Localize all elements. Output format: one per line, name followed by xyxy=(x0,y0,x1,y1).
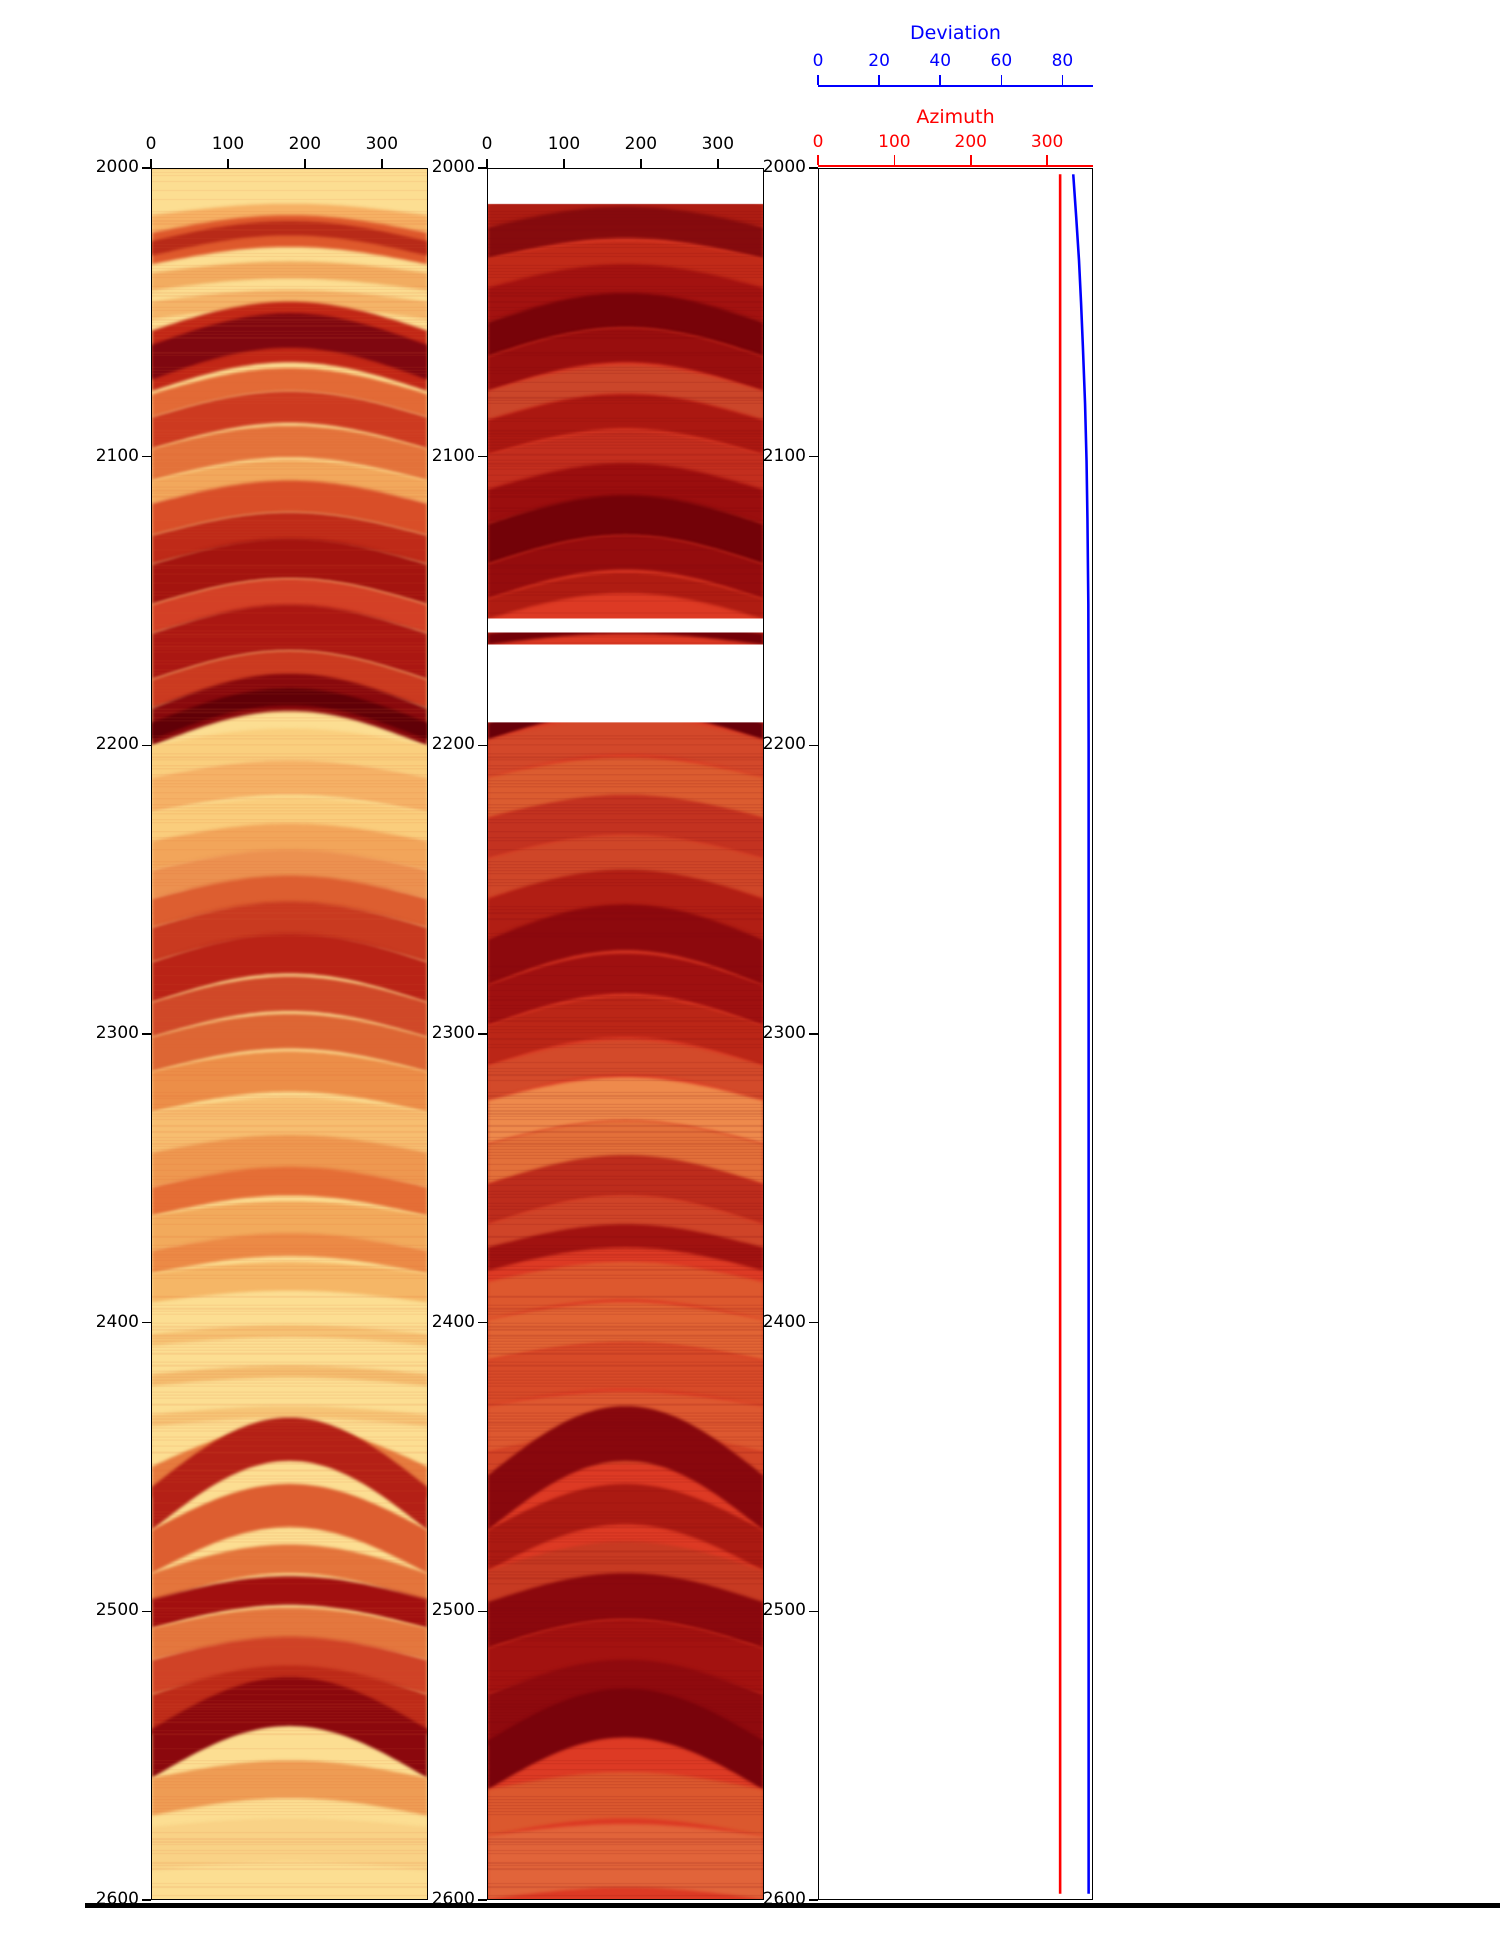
azimuth-tick xyxy=(969,155,972,165)
image-log-canvas-left xyxy=(152,169,427,1899)
depth-tick xyxy=(142,1899,151,1901)
depth-tick-label: 2000 xyxy=(95,157,139,177)
depth-tick xyxy=(142,455,151,458)
figure-bottom-line xyxy=(85,1903,1500,1908)
image-log-panel-middle xyxy=(487,168,764,1900)
deviation-tick xyxy=(939,75,942,85)
depth-tick-label: 2100 xyxy=(95,445,139,466)
deviation-tick xyxy=(878,75,880,85)
image-log-panel-left xyxy=(151,168,428,1900)
azimuth-tick xyxy=(893,155,896,165)
depth-tick-label: 2200 xyxy=(95,734,139,755)
depth-tick-label: 2500 xyxy=(431,1600,475,1621)
deviation-tick-label: 20 xyxy=(868,51,890,71)
azimuth-tick-label: 200 xyxy=(954,132,987,152)
degree-tick xyxy=(640,159,642,168)
degree-tick xyxy=(381,159,383,168)
depth-tick xyxy=(809,1899,818,1901)
depth-tick-label: 2600 xyxy=(95,1889,139,1909)
depth-tick xyxy=(809,167,818,169)
depth-tick-label: 2500 xyxy=(95,1600,139,1621)
azimuth-axis-line xyxy=(818,165,1093,167)
depth-tick xyxy=(809,744,818,747)
depth-tick-label: 2500 xyxy=(762,1600,806,1621)
depth-tick xyxy=(478,744,487,747)
degree-tick-label: 0 xyxy=(145,134,157,154)
degree-tick-label: 200 xyxy=(624,134,658,154)
trajectory-panel xyxy=(818,168,1093,1900)
deviation-axis-title: Deviation xyxy=(910,22,1001,44)
depth-tick xyxy=(478,167,487,169)
depth-tick-label: 2600 xyxy=(762,1889,806,1909)
depth-tick xyxy=(809,1033,818,1035)
depth-tick-label: 2100 xyxy=(762,445,806,466)
depth-tick xyxy=(478,1899,487,1901)
degree-tick xyxy=(486,159,488,168)
depth-tick-label: 2300 xyxy=(431,1023,475,1043)
deviation-tick xyxy=(1000,75,1003,85)
degree-tick-label: 300 xyxy=(365,134,399,154)
depth-tick-label: 2300 xyxy=(762,1023,806,1043)
trajectory-plot xyxy=(1058,174,1090,1894)
deviation-tick-label: 80 xyxy=(1051,51,1074,71)
deviation-curve xyxy=(1071,174,1090,1894)
degree-tick xyxy=(717,159,719,168)
depth-tick-label: 2300 xyxy=(95,1023,139,1043)
depth-tick xyxy=(142,1610,151,1613)
depth-tick xyxy=(478,1321,487,1324)
depth-tick xyxy=(809,1321,818,1324)
depth-tick-label: 2400 xyxy=(762,1311,806,1332)
deviation-axis-line xyxy=(818,85,1093,87)
deviation-tick xyxy=(1061,75,1064,85)
degree-tick-label: 100 xyxy=(211,134,245,154)
depth-tick xyxy=(142,1033,151,1035)
azimuth-tick xyxy=(1046,155,1048,165)
depth-tick-label: 2000 xyxy=(431,157,475,177)
deviation-tick-label: 60 xyxy=(990,51,1013,71)
depth-tick xyxy=(809,455,818,458)
depth-tick-label: 2400 xyxy=(431,1311,475,1332)
azimuth-tick xyxy=(817,155,819,165)
deviation-tick-label: 0 xyxy=(812,51,824,71)
degree-tick xyxy=(563,159,565,168)
degree-tick xyxy=(304,159,306,168)
azimuth-tick-label: 300 xyxy=(1030,132,1064,152)
depth-tick xyxy=(478,1033,487,1035)
depth-tick-label: 2400 xyxy=(95,1311,139,1332)
degree-tick-label: 100 xyxy=(547,134,581,154)
degree-tick xyxy=(227,159,229,168)
depth-tick-label: 2100 xyxy=(431,445,475,466)
degree-tick-label: 0 xyxy=(481,134,493,154)
azimuth-axis-title: Azimuth xyxy=(916,106,995,128)
depth-tick xyxy=(478,1610,487,1613)
depth-tick-label: 2000 xyxy=(762,157,806,177)
degree-tick-label: 200 xyxy=(288,134,322,154)
depth-tick xyxy=(478,455,487,458)
depth-tick-label: 2600 xyxy=(431,1889,475,1909)
azimuth-tick-label: 0 xyxy=(812,132,824,152)
degree-tick xyxy=(150,159,152,168)
depth-tick-label: 2200 xyxy=(762,734,806,755)
image-log-canvas-middle xyxy=(488,169,763,1899)
depth-tick-label: 2200 xyxy=(431,734,475,755)
deviation-tick-label: 40 xyxy=(929,51,952,71)
depth-tick xyxy=(142,744,151,747)
degree-tick-label: 300 xyxy=(701,134,735,154)
depth-tick xyxy=(809,1610,818,1613)
deviation-tick xyxy=(817,75,819,85)
depth-tick xyxy=(142,1321,151,1324)
azimuth-tick-label: 100 xyxy=(878,132,911,152)
depth-tick xyxy=(142,167,151,169)
